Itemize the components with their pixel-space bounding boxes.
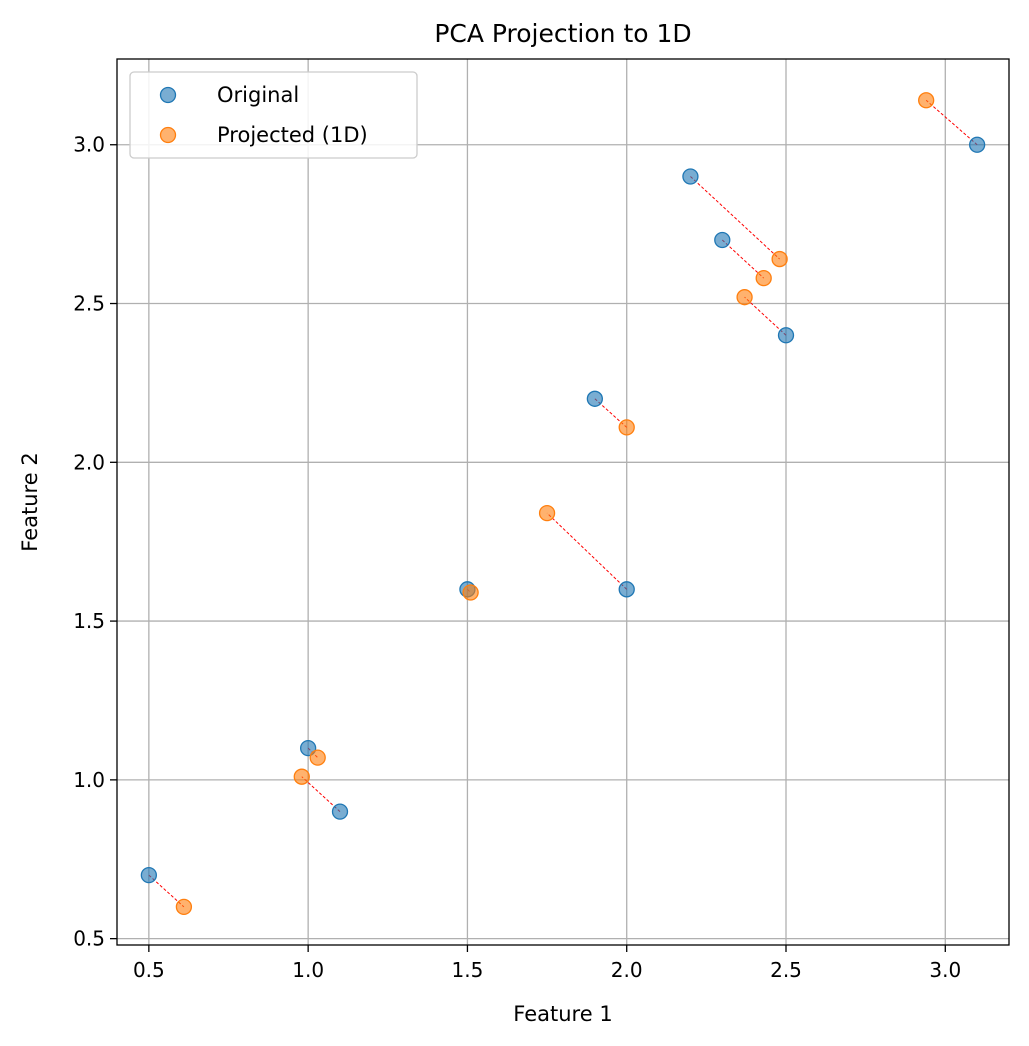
original-point xyxy=(618,581,635,598)
projected-point xyxy=(175,898,193,916)
projected-point xyxy=(309,749,326,766)
x-tick-label: 3.0 xyxy=(929,958,961,982)
projected-point xyxy=(618,419,635,436)
x-tick-label: 0.5 xyxy=(133,958,165,982)
x-tick-label: 1.5 xyxy=(452,958,484,982)
axis-ticks: 0.5 1.0 1.5 2.0 2.5 3.0 0.5 1.0 1.5 2.0 2.5 3.0 xyxy=(73,133,961,982)
legend-marker-original xyxy=(159,86,177,104)
y-tick-label: 2.0 xyxy=(73,450,105,474)
original-point xyxy=(682,168,699,185)
y-tick-label: 1.5 xyxy=(73,609,105,633)
y-tick-label: 2.5 xyxy=(73,292,105,316)
legend: Original Projected (1D) xyxy=(129,71,418,159)
x-tick-label: 2.0 xyxy=(611,958,643,982)
projection-connector xyxy=(301,776,341,812)
original-point xyxy=(299,739,317,757)
projection-connector xyxy=(721,239,765,279)
x-tick-label: 1.0 xyxy=(292,958,324,982)
original-point xyxy=(777,327,795,344)
legend-box xyxy=(129,71,418,159)
original-point xyxy=(331,803,349,820)
legend-marker-projected xyxy=(159,126,177,144)
grid-lines xyxy=(117,59,1009,945)
legend-label-original: Original xyxy=(217,83,299,107)
projected-point xyxy=(538,504,556,522)
projection-connector xyxy=(690,176,780,260)
projection-connector xyxy=(744,296,787,336)
x-tick-label: 2.5 xyxy=(770,958,802,982)
y-tick-label: 1.0 xyxy=(73,768,105,792)
projected-point xyxy=(755,269,772,287)
legend-label-projected: Projected (1D) xyxy=(217,123,368,147)
projected-point xyxy=(736,289,753,306)
data-points xyxy=(140,92,986,916)
projection-connectors xyxy=(148,99,978,908)
projected-point xyxy=(771,250,788,268)
y-tick-label: 0.5 xyxy=(73,927,105,951)
projection-connector xyxy=(546,512,628,590)
chart-title: PCA Projection to 1D xyxy=(434,19,691,48)
projection-connector xyxy=(925,99,978,146)
projected-point xyxy=(293,768,310,785)
x-axis-label: Feature 1 xyxy=(513,1002,612,1026)
original-point xyxy=(714,231,731,249)
original-point xyxy=(140,866,158,884)
y-tick-label: 3.0 xyxy=(73,133,105,157)
projected-point xyxy=(462,584,479,601)
original-point xyxy=(968,136,986,153)
y-axis-label: Feature 2 xyxy=(18,452,42,551)
plot-area-frame xyxy=(116,58,1010,946)
original-point xyxy=(586,390,604,407)
projected-point xyxy=(918,92,935,109)
